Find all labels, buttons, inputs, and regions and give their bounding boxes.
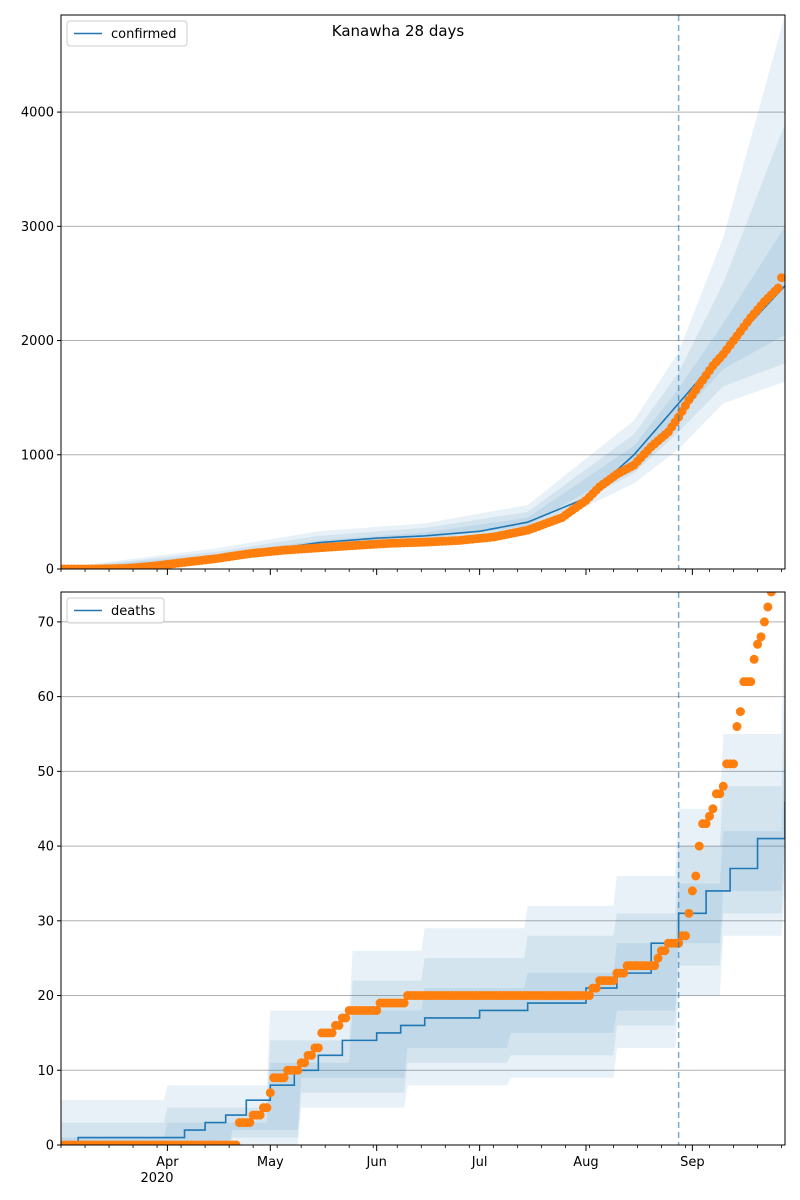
observed-point [265, 1088, 275, 1098]
observed-point [746, 677, 756, 687]
observed-point [680, 931, 690, 941]
observed-point [608, 976, 618, 986]
y-tick-label: 0 [46, 563, 54, 578]
observed-point [341, 1013, 351, 1023]
observed-point [753, 639, 763, 649]
observed-point [306, 1050, 316, 1060]
observed-point [691, 871, 701, 881]
panel-confirmed: 0 1000 2000 3000 4000 confirmed [21, 14, 786, 578]
legend: deaths [66, 597, 165, 624]
observed-point [773, 283, 783, 293]
legend-label: confirmed [111, 27, 177, 42]
uncertainty-band [61, 15, 785, 569]
y-tick-label: 10 [37, 1064, 54, 1079]
observed-point [759, 617, 769, 627]
y-tick-label: 1000 [21, 448, 54, 463]
y-tick-label: 3000 [21, 220, 54, 235]
observed-point [372, 1005, 382, 1015]
observed-point [684, 908, 694, 918]
observed-point [777, 273, 785, 283]
y-tick-label: 50 [37, 765, 54, 780]
observed-point [584, 991, 594, 1001]
legend-label: deaths [111, 604, 156, 619]
observed-point [327, 1028, 337, 1038]
observed-point [766, 592, 776, 597]
y-tick-label: 40 [37, 840, 54, 855]
y-tick-label: 30 [37, 914, 54, 929]
observed-point [245, 1118, 255, 1128]
y-tick-label: 4000 [21, 106, 54, 121]
uncertainty-band [61, 592, 785, 1145]
observed-point [279, 1073, 289, 1083]
observed-point [729, 759, 739, 769]
observed-point [650, 961, 660, 971]
uncertainty-band [61, 226, 785, 569]
x-tick-label: Sep [680, 1155, 705, 1170]
observed-point [687, 886, 697, 896]
axes-frame [60, 14, 786, 570]
observed-point [313, 1043, 323, 1053]
legend-box [66, 20, 188, 47]
observed-point [660, 946, 670, 956]
axes-frame [60, 591, 786, 1146]
chart-title: Kanawha 28 days [332, 22, 465, 40]
observed-point [701, 819, 711, 829]
y-tick-label: 70 [37, 615, 54, 630]
y-tick-label: 0 [46, 1139, 54, 1154]
x-year-label: 2020 [140, 1171, 173, 1186]
observed-point [591, 983, 601, 993]
observed-point [756, 632, 766, 642]
legend: confirmed [66, 20, 188, 47]
observed-point [399, 998, 409, 1008]
observed-point [262, 1103, 272, 1113]
observed-point [708, 804, 718, 814]
x-tick-label: Apr [156, 1155, 179, 1170]
observed-point [732, 722, 742, 732]
observed-point [255, 1110, 265, 1120]
observed-point [749, 654, 759, 664]
y-tick-label: 60 [37, 690, 54, 705]
observed-point [705, 811, 715, 821]
legend-box [66, 597, 165, 624]
y-tick-label: 20 [37, 989, 54, 1004]
observed-point [763, 602, 773, 612]
x-tick-label: Aug [573, 1155, 598, 1170]
observed-point [300, 1058, 310, 1068]
observed-point [619, 968, 629, 978]
y-tick-label: 2000 [21, 334, 54, 349]
observed-point [694, 841, 704, 851]
observed-point [653, 953, 663, 963]
panel-deaths: 0 10 20 30 40 50 60 70 Apr May Jun Jul Aug Sep deaths [37, 591, 786, 1170]
observed-point [715, 789, 725, 799]
observed-point [735, 707, 745, 717]
observed-point [231, 1140, 241, 1145]
observed-point [293, 1065, 303, 1075]
x-tick-label: Jul [471, 1155, 488, 1170]
observed-point [334, 1020, 344, 1030]
x-tick-label: Jun [366, 1155, 387, 1170]
plot-area [61, 592, 785, 1145]
observed-point [718, 781, 728, 791]
plot-area [61, 15, 785, 569]
x-tick-label: May [257, 1155, 284, 1170]
uncertainty-band [61, 123, 785, 569]
uncertainty-band [61, 741, 785, 1145]
uncertainty-band [61, 681, 785, 1145]
